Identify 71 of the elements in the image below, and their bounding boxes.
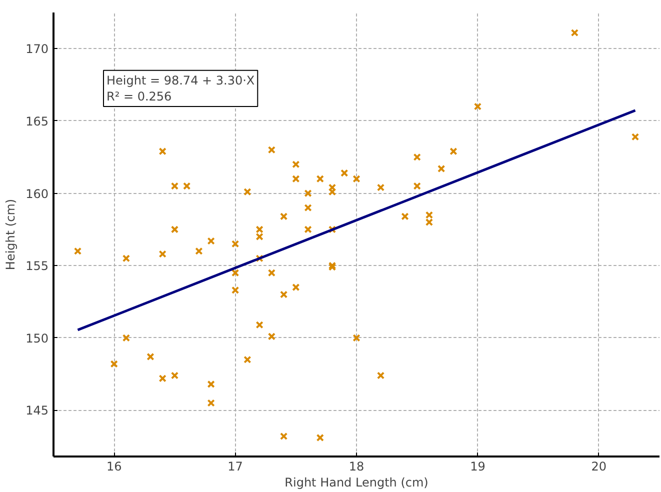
point [450, 148, 458, 156]
point [244, 356, 252, 364]
point [256, 232, 264, 240]
point [304, 204, 312, 212]
point [413, 182, 421, 190]
point [413, 153, 421, 161]
x-tick-label: 19 [470, 460, 486, 474]
point [122, 334, 130, 342]
point [146, 352, 154, 361]
annotation: Height = 98.74 + 3.30·X R² = 0.256 [106, 73, 255, 104]
y-tick-label: 145 [26, 404, 48, 418]
point [158, 148, 166, 156]
point [376, 372, 385, 380]
point [352, 334, 360, 342]
y-tick-label: 160 [26, 186, 48, 201]
point [316, 174, 324, 183]
point [328, 184, 336, 192]
y-tick-label: 150 [26, 331, 48, 346]
point [292, 174, 300, 183]
point [158, 374, 166, 382]
point [170, 182, 179, 190]
point [207, 237, 215, 245]
point [352, 174, 360, 183]
y-tick-label: 165 [26, 114, 48, 128]
point [401, 212, 409, 220]
x-tick-label: 18 [348, 460, 364, 474]
point [231, 268, 240, 277]
point [207, 380, 215, 388]
point [570, 28, 578, 37]
point [231, 240, 240, 248]
point [256, 226, 264, 234]
point [158, 250, 166, 258]
point [292, 283, 300, 292]
point [256, 254, 264, 262]
x-tick-label: 16 [106, 460, 122, 474]
point [474, 102, 482, 110]
point [292, 160, 300, 168]
point [304, 189, 312, 198]
point [376, 184, 385, 192]
point [122, 254, 130, 262]
x-tick-label: 20 [591, 460, 607, 474]
point [170, 226, 179, 234]
point [425, 218, 434, 226]
point [207, 399, 215, 407]
point [304, 226, 312, 234]
point [328, 188, 336, 196]
point [231, 286, 240, 294]
point [268, 332, 276, 340]
x-tick-label: 17 [228, 460, 243, 474]
point [110, 360, 118, 368]
point [195, 247, 203, 255]
point [182, 182, 191, 190]
point [438, 164, 446, 173]
point [256, 321, 264, 329]
point [328, 226, 336, 234]
x-axis-title: Right Hand Length (cm) [284, 476, 428, 490]
point [316, 434, 324, 442]
point [340, 169, 348, 177]
y-axis-title: Height (cm) [4, 198, 18, 270]
y-tick-label: 170 [26, 42, 48, 56]
point [74, 247, 82, 255]
point [280, 290, 288, 298]
point [268, 146, 276, 154]
point [280, 212, 288, 220]
y-tick-label: 155 [26, 259, 48, 274]
point [170, 372, 179, 380]
point [244, 188, 252, 196]
point [631, 133, 640, 141]
point [268, 268, 276, 277]
point [280, 432, 288, 440]
point [425, 211, 434, 219]
